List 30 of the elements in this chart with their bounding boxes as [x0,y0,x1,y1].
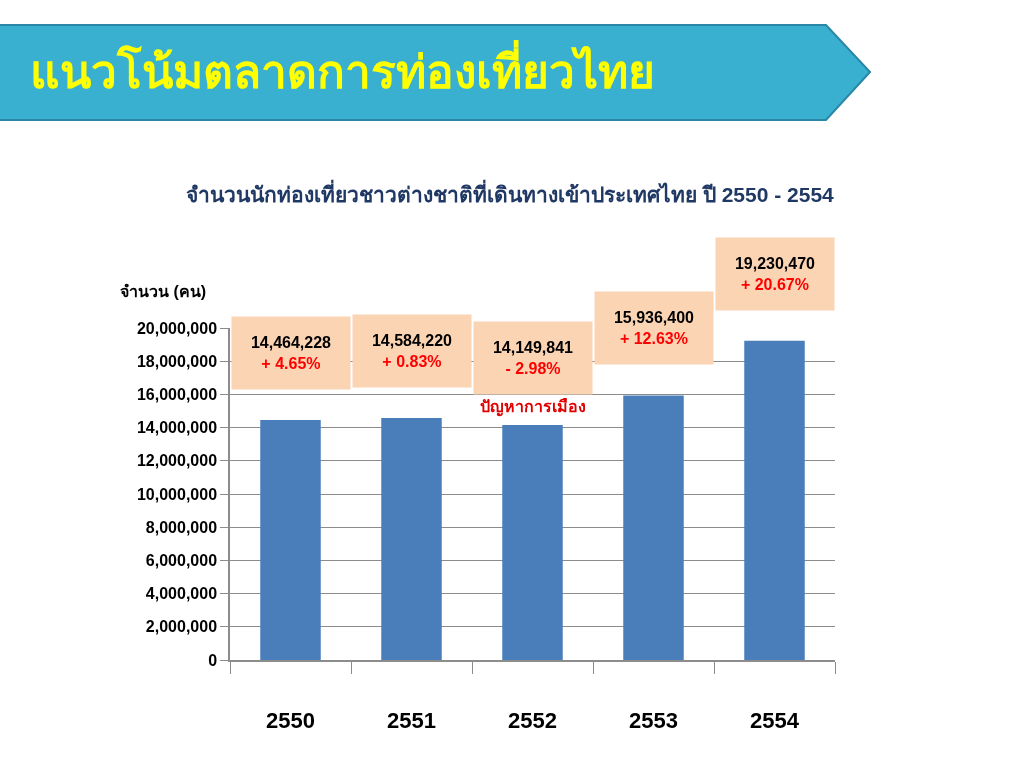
data-label: 14,584,220 + 0.83% [371,332,453,370]
data-label: 14,464,228 + 4.65% [250,334,332,372]
y-tick-label: 14,000,000 [136,419,218,437]
y-tick-label: 20,000,000 [136,319,218,337]
data-label: 15,936,400 + 12.63% [613,309,695,347]
chart-subtitle: จำนวนนักท่องเที่ยวชาวต่างชาติที่เดินทางเข้าประเทศไทย ปี 2550 - 2554 [186,179,835,206]
x-tick-label: 2553 [629,708,678,734]
bar [623,395,684,660]
y-tick-label: 10,000,000 [136,485,218,503]
annotation: ปัญหาการเมือง [480,398,586,417]
y-tick-label: 8,000,000 [145,518,218,536]
data-label: 19,230,470 + 20.67% [734,255,816,293]
y-tick-label: 0 [208,651,218,669]
y-tick-label: 18,000,000 [136,352,218,370]
x-tick-label: 2554 [750,708,800,734]
y-tick-label: 2,000,000 [145,618,218,636]
y-axis-title: จำนวน (คน) [120,283,207,300]
chart-title: แนวโน้มตลาดการท่องเที่ยวไทย [30,40,655,99]
bar [381,417,442,660]
bar [502,425,563,660]
bar [744,340,805,660]
bar [260,419,321,660]
y-tick-label: 12,000,000 [136,452,218,470]
y-tick-label: 16,000,000 [136,386,218,403]
y-tick-label: 6,000,000 [145,552,218,569]
x-tick-label: 2552 [508,708,557,734]
x-tick-label: 2551 [387,708,436,734]
y-tick-label: 4,000,000 [145,585,218,603]
x-tick-label: 2550 [266,708,315,734]
data-label: 14,149,841 - 2.98% [492,339,574,377]
